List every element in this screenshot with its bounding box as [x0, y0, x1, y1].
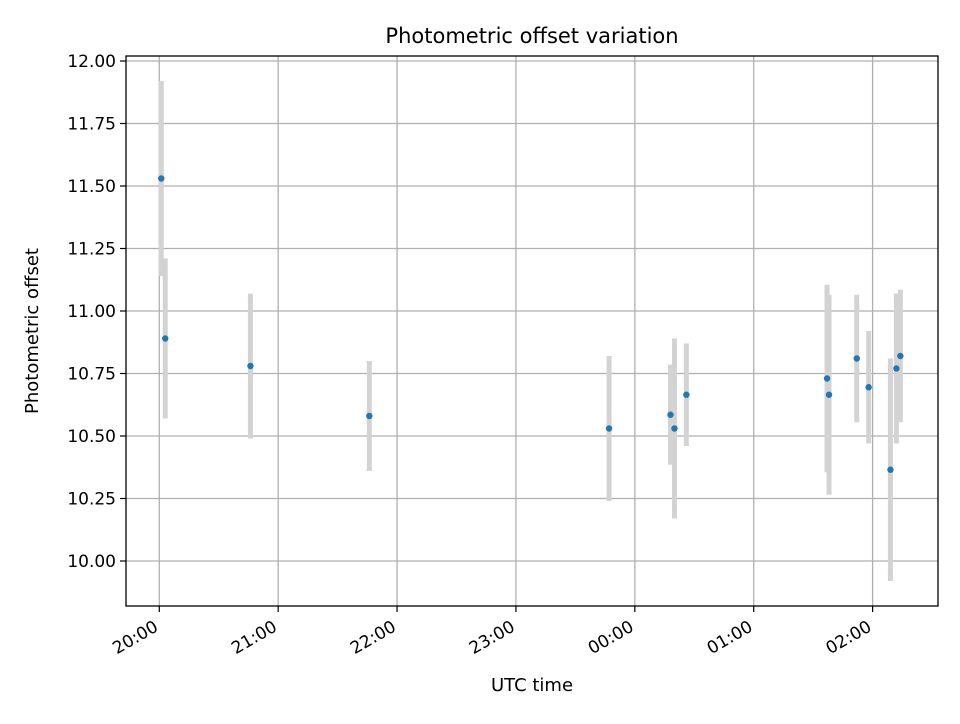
data-point	[897, 352, 904, 360]
data-point	[605, 425, 613, 432]
chart-title: Photometric offset variation	[385, 24, 678, 48]
y-tick-label: 11.75	[67, 115, 116, 135]
x-tick-label: 00:00	[585, 617, 637, 659]
x-axis-ticks: 20:00 21:00 22:00 23:00 00:00 01:00 02:00	[109, 606, 875, 659]
y-tick-label: 11.25	[67, 240, 116, 260]
data-point	[671, 425, 678, 432]
data-point	[158, 175, 165, 182]
x-tick-label: 02:00	[823, 617, 875, 659]
y-tick-label: 11.00	[67, 302, 116, 322]
data-point	[865, 384, 872, 391]
data-points	[158, 175, 904, 473]
grid	[126, 56, 938, 606]
data-point	[887, 466, 894, 473]
x-tick-label: 23:00	[466, 617, 518, 659]
y-tick-label: 10.50	[67, 427, 116, 447]
data-point	[853, 355, 860, 362]
data-point	[825, 391, 833, 398]
data-point	[667, 411, 674, 418]
y-tick-label: 10.00	[67, 552, 116, 572]
data-point	[366, 412, 373, 420]
y-tick-label: 10.75	[67, 365, 116, 385]
y-tick-label: 11.50	[67, 177, 116, 197]
x-tick-label: 20:00	[109, 617, 161, 659]
y-axis-ticks: 10.00 10.25 10.50 10.75 11.00 11.25 11.50 11.75…	[67, 52, 126, 572]
y-axis-label: Photometric offset	[22, 248, 43, 414]
y-tick-label: 12.00	[67, 52, 116, 72]
data-point	[893, 365, 900, 372]
y-tick-label: 10.25	[67, 490, 116, 510]
data-point	[162, 335, 169, 342]
x-axis-label: UTC time	[491, 675, 573, 696]
x-tick-label: 21:00	[228, 617, 280, 659]
plot-frame	[125, 55, 939, 607]
data-point	[247, 362, 254, 370]
x-tick-label: 01:00	[704, 617, 756, 659]
x-tick-label: 22:00	[347, 617, 399, 659]
data-point	[823, 375, 831, 382]
data-point	[683, 391, 690, 398]
error-bars	[158, 81, 903, 581]
